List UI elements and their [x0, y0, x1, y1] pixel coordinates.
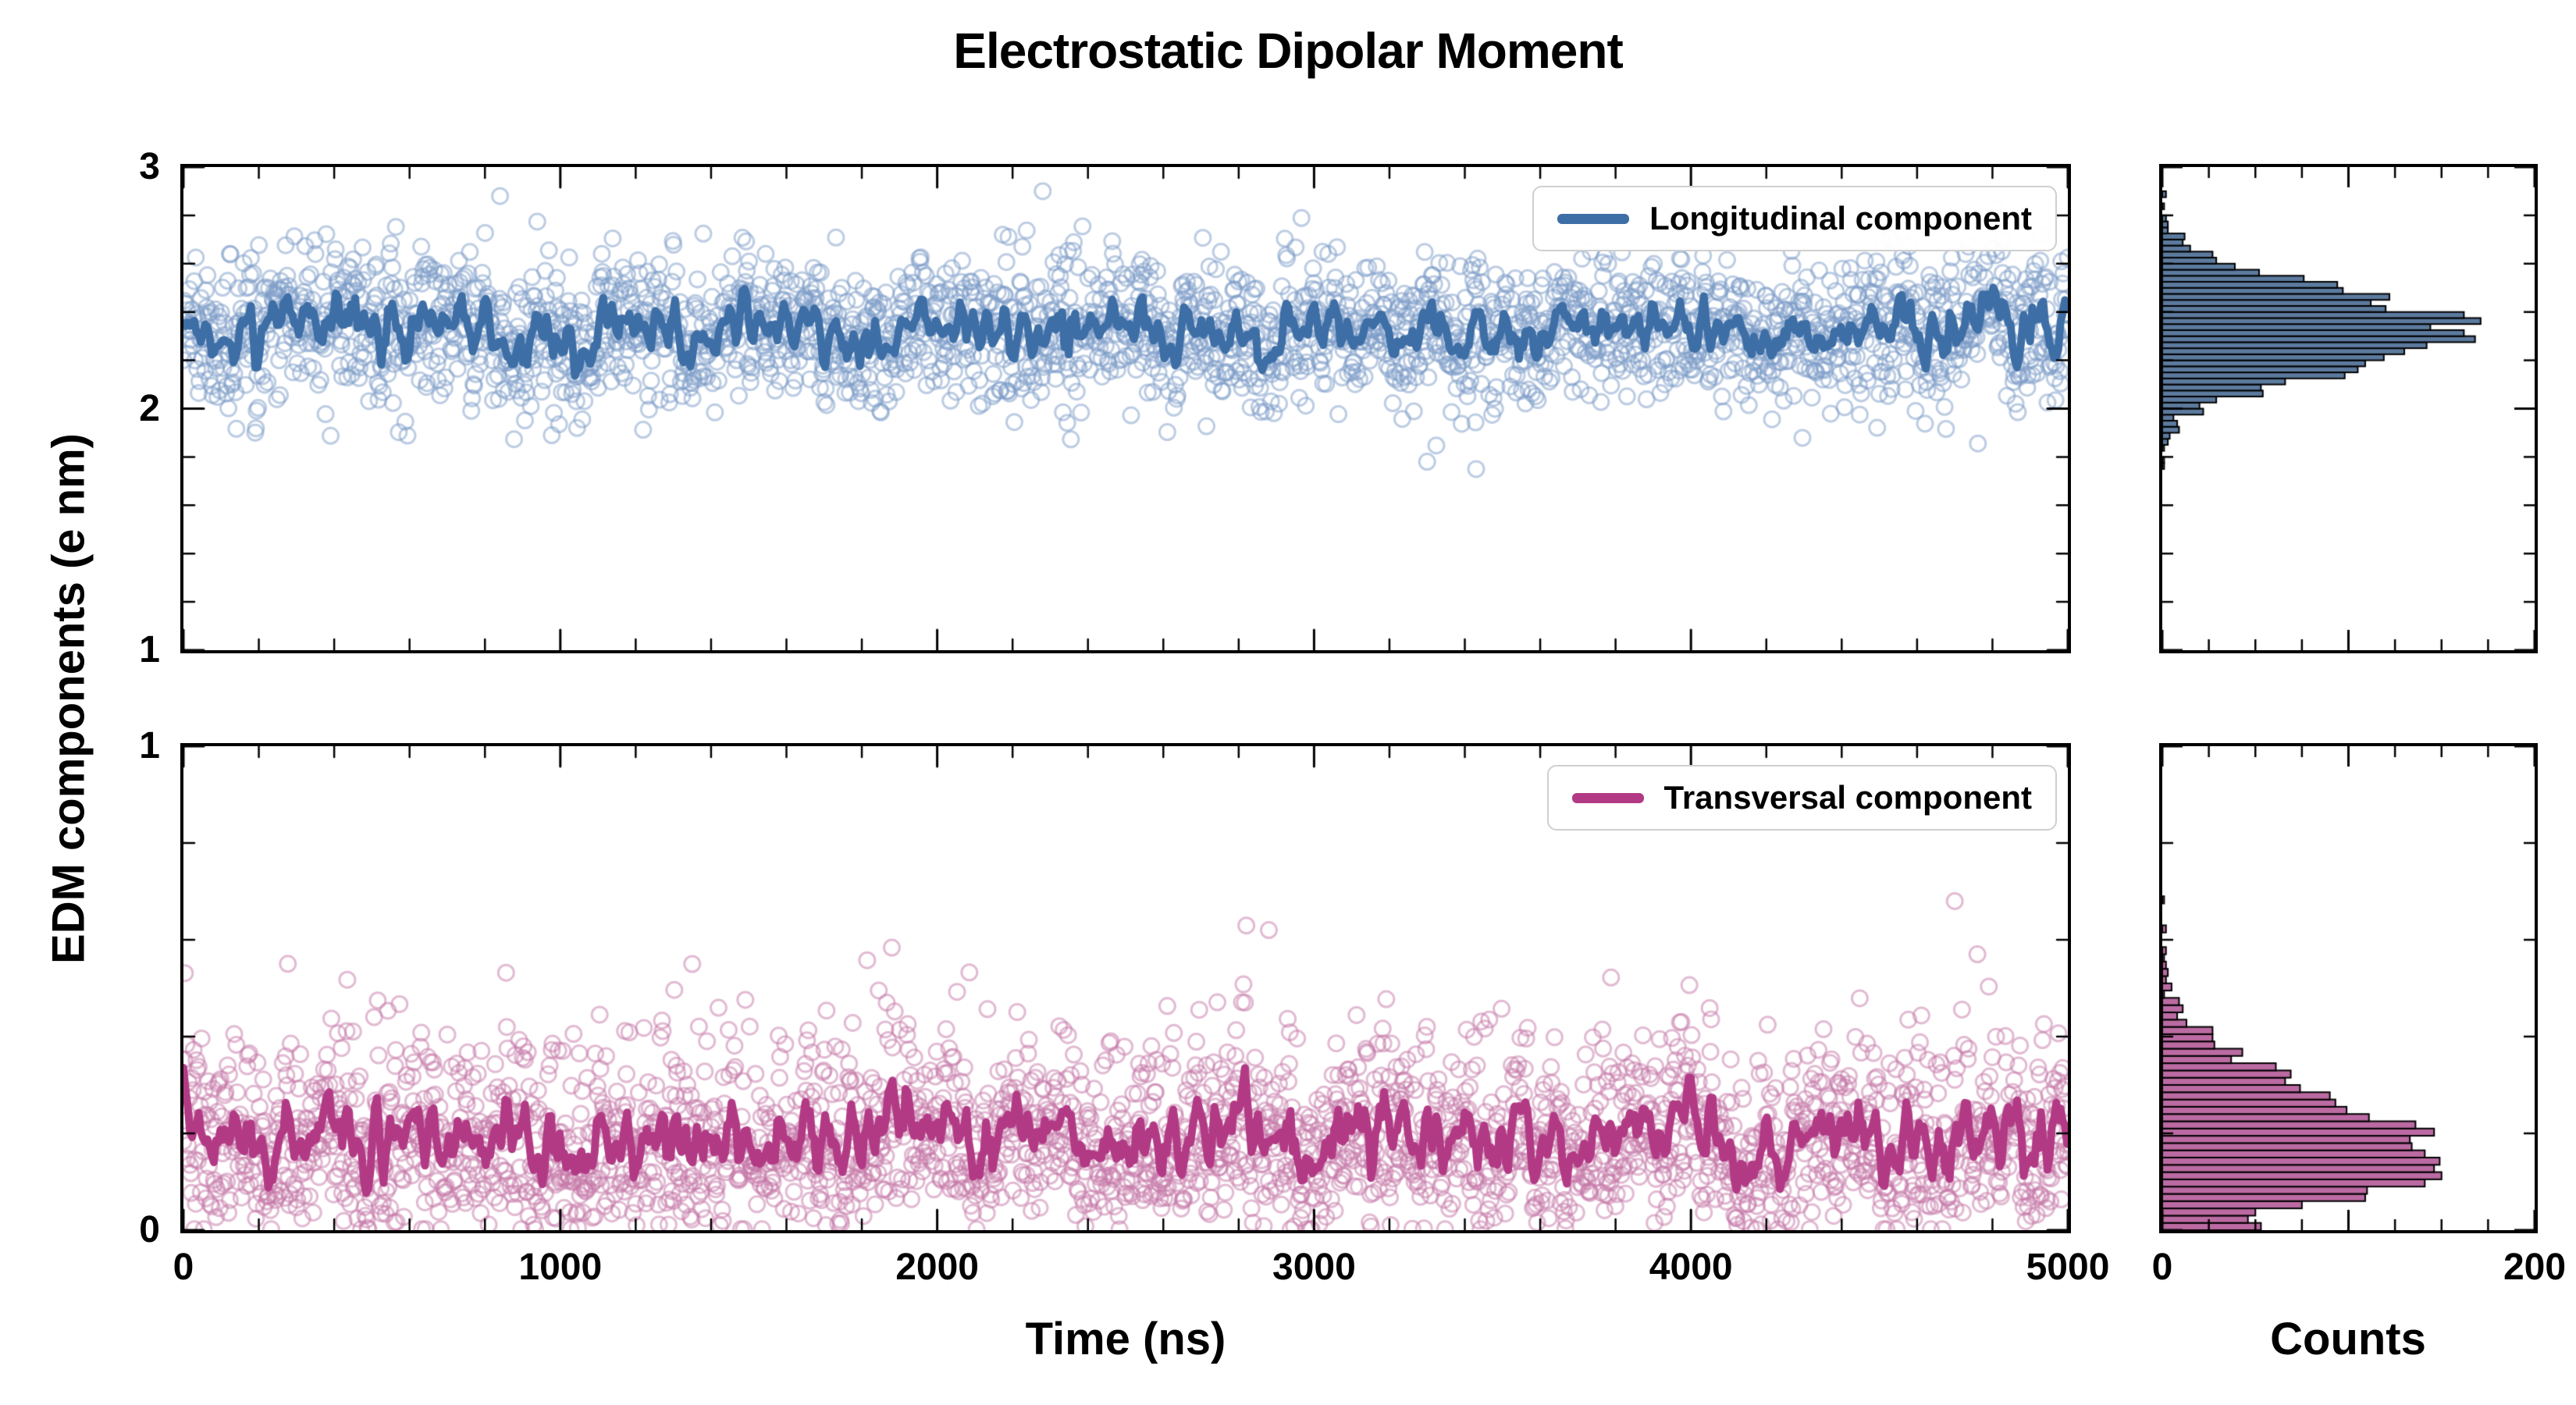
legend-line-swatch-transversal [1571, 792, 1644, 803]
x-tick-label-time: 2000 [895, 1247, 979, 1288]
x-tick-label-time: 4000 [1649, 1247, 1733, 1288]
y-axis-label: EDM components (e nm) [43, 433, 94, 964]
legend-line-swatch-longitudinal [1557, 213, 1630, 224]
x-tick-label-counts: 0 [2151, 1247, 2173, 1288]
longitudinal-plot-panel: Longitudinal component [180, 164, 2071, 653]
y-tick-label-top: 1 [139, 629, 160, 670]
x-tick-label-time: 5000 [2026, 1247, 2110, 1288]
transversal-plot-panel: Transversal component [180, 743, 2071, 1233]
longitudinal-histogram-panel [2159, 164, 2538, 653]
y-tick-label-bottom: 1 [139, 725, 160, 767]
legend-label-longitudinal: Longitudinal component [1649, 200, 2032, 237]
y-tick-label-top: 3 [139, 146, 160, 187]
legend-transversal: Transversal component [1546, 765, 2057, 831]
y-tick-label-top: 2 [139, 387, 160, 429]
transversal-histogram-panel [2159, 743, 2538, 1233]
x-axis-label-counts: Counts [2270, 1314, 2426, 1364]
x-tick-label-time: 0 [173, 1247, 194, 1288]
legend-label-transversal: Transversal component [1663, 779, 2033, 816]
x-tick-label-time: 1000 [518, 1247, 603, 1288]
y-tick-label-bottom: 0 [139, 1209, 160, 1250]
longitudinal-histogram-canvas [2162, 167, 2535, 650]
x-axis-label-time: Time (ns) [1025, 1314, 1226, 1364]
transversal-histogram-canvas [2162, 746, 2535, 1230]
x-tick-label-time: 3000 [1272, 1247, 1356, 1288]
x-tick-label-counts: 200 [2503, 1247, 2567, 1288]
chart-title: Electrostatic Dipolar Moment [953, 23, 1624, 79]
legend-longitudinal: Longitudinal component [1532, 186, 2057, 251]
